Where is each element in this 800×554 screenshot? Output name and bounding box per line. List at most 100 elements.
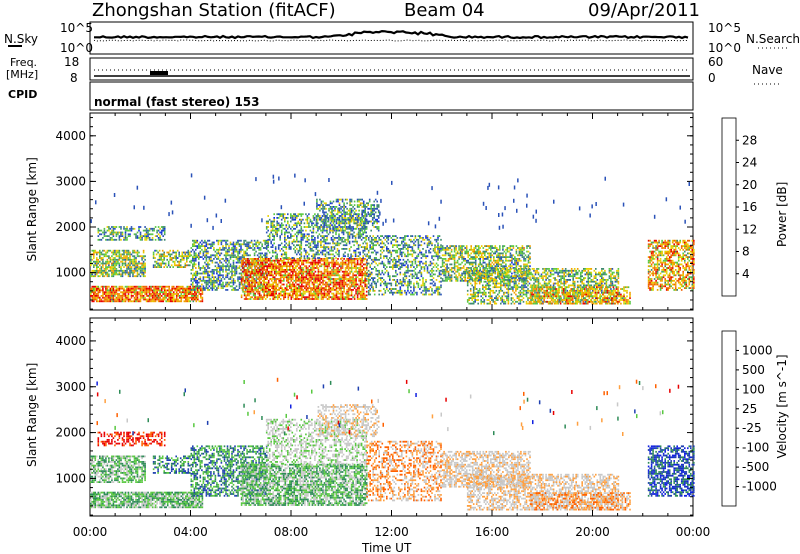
power-pixel [285, 246, 288, 248]
power-pixel [270, 292, 273, 295]
power-pixel [374, 226, 377, 228]
power-pixel [217, 285, 220, 288]
power-pixel [371, 218, 374, 221]
power-pixel [337, 267, 339, 269]
power-pixel [235, 269, 238, 271]
power-pixel [390, 240, 393, 243]
power-pixel [243, 239, 245, 242]
power-pixel [352, 289, 354, 291]
power-pixel [114, 269, 116, 272]
power-pixel [150, 227, 152, 230]
power-pixel [126, 287, 128, 290]
power-pixel [386, 282, 388, 285]
power-pixel [329, 231, 331, 234]
power-pixel [304, 290, 306, 293]
power-pixel [248, 261, 250, 264]
power-pixel [354, 251, 357, 254]
power-pixel [196, 285, 199, 288]
power-pixel [198, 272, 200, 275]
power-pixel [290, 276, 293, 279]
power-pixel [266, 285, 268, 288]
power-pixel [208, 258, 211, 260]
power-pixel [204, 256, 206, 258]
power-pixel [372, 288, 374, 290]
power-pixel [154, 226, 157, 228]
power-pixel [145, 287, 148, 290]
power-pixel [359, 281, 362, 284]
power-pixel [186, 298, 189, 301]
power-pixel [293, 287, 296, 289]
power-pixel [156, 296, 158, 299]
power-pixel [207, 283, 209, 286]
power-pixel [376, 222, 378, 225]
power-pixel [302, 276, 305, 279]
power-pixel [367, 207, 369, 210]
power-pixel [286, 263, 288, 266]
power-pixel [120, 238, 122, 241]
power-pixel [323, 253, 325, 256]
power-pixel [133, 268, 136, 270]
power-pixel [335, 198, 338, 201]
power-pixel [347, 296, 350, 299]
power-pixel [106, 295, 109, 297]
power-pixel [348, 231, 351, 234]
power-pixel [372, 289, 374, 292]
power-pixel [396, 255, 399, 258]
power-pixel [159, 285, 161, 288]
power-pixel [133, 233, 136, 236]
power-pixel [329, 249, 331, 252]
power-pixel [231, 247, 233, 249]
power-pixel [346, 211, 348, 214]
power-pixel [299, 229, 301, 232]
power-pixel [338, 218, 341, 221]
power-pixel [316, 215, 318, 217]
power-pixel [323, 294, 326, 297]
power-pixel [309, 218, 312, 221]
power-pixel [200, 296, 202, 299]
power-pixel [300, 215, 303, 217]
power-pixel [261, 259, 263, 262]
power-pixel [288, 257, 291, 259]
power-pixel [298, 285, 300, 288]
power-pixel [344, 218, 347, 221]
power-pixel [303, 222, 306, 225]
power-pixel [383, 273, 385, 276]
power-pixel [178, 262, 180, 265]
power-pixel [243, 241, 245, 244]
power-pixel [255, 281, 258, 284]
power-pixel [217, 241, 220, 244]
power-pixel [260, 294, 262, 297]
power-pixel [253, 278, 256, 280]
power-pixel [207, 267, 209, 269]
power-pixel [344, 278, 347, 280]
power-pixel [196, 281, 199, 284]
power-pixel [267, 259, 270, 262]
power-pixel [327, 251, 330, 254]
power-pixel [338, 238, 340, 241]
power-pixel [105, 296, 107, 299]
power-pixel [284, 272, 287, 275]
power-pixel [293, 218, 295, 221]
power-pixel [307, 287, 309, 289]
power-pixel [295, 270, 297, 273]
power-pixel [94, 264, 97, 267]
power-pixel [245, 287, 247, 289]
power-pixel [358, 200, 360, 203]
power-pixel [177, 285, 179, 288]
power-pixel [226, 250, 229, 253]
power-pixel [133, 269, 136, 272]
power-pixel [132, 273, 134, 276]
power-pixel [183, 295, 186, 297]
power-pixel [370, 213, 372, 216]
power-pixel [151, 285, 154, 288]
power-pixel [297, 240, 300, 243]
power-pixel [331, 265, 333, 268]
power-pixel [96, 260, 98, 263]
power-pixel [135, 251, 137, 254]
power-pixel [346, 289, 348, 291]
power-pixel [193, 258, 196, 260]
power-pixel [272, 287, 274, 289]
power-pixel [294, 218, 297, 221]
power-pixel [384, 268, 387, 270]
power-pixel [194, 285, 196, 288]
